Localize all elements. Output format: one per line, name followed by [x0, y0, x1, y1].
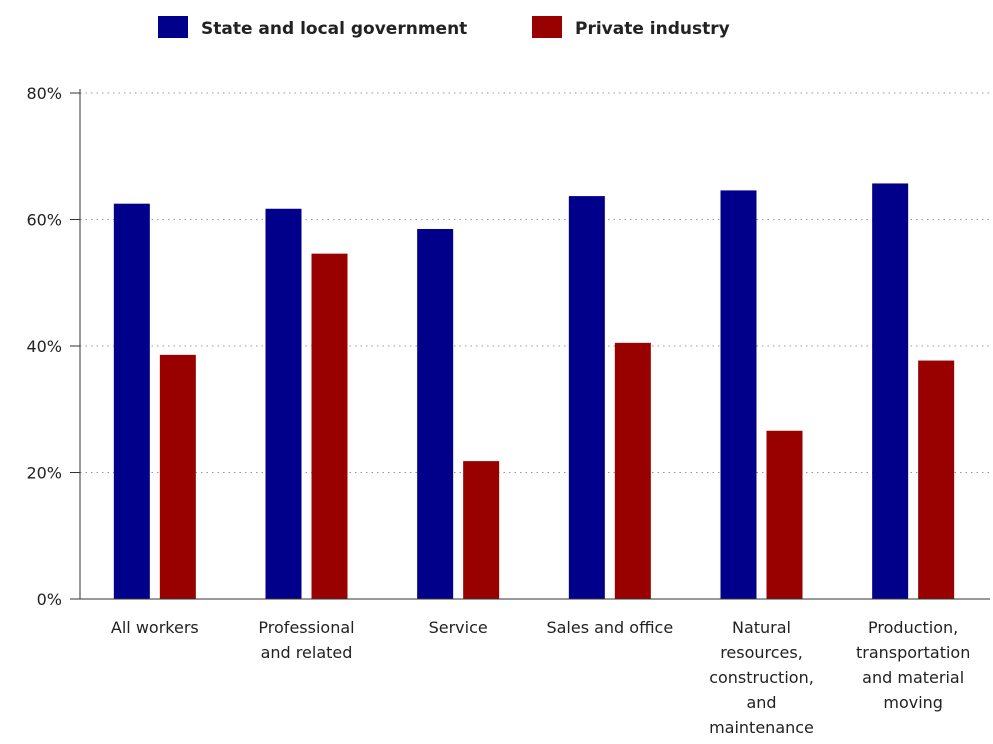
x-tick-label-line: Natural [732, 618, 791, 637]
bar [568, 196, 605, 599]
x-tick-label-line: moving [883, 693, 943, 712]
bar [872, 183, 909, 599]
legend-label: State and local government [201, 19, 467, 39]
x-tick-label-line: Production, [868, 618, 958, 637]
x-tick-label-line: Professional [258, 618, 354, 637]
bar [766, 430, 803, 599]
x-tick-label-line: maintenance [709, 718, 814, 737]
bar [311, 253, 348, 599]
bar [159, 354, 196, 599]
x-tick-label-line: and [746, 693, 776, 712]
legend-label: Private industry [575, 19, 730, 39]
x-tick-label: Sales and office [546, 618, 673, 637]
bar [463, 461, 500, 599]
bar [113, 203, 150, 599]
bar [614, 342, 651, 599]
x-tick-label: Natural resources, construction, and mainten… [709, 618, 814, 737]
bar [265, 208, 302, 599]
x-tick-label-line: construction, [709, 668, 814, 687]
y-tick-label: 0% [37, 590, 62, 609]
x-tick-label-line: All workers [111, 618, 199, 637]
y-tick-label: 80% [26, 84, 62, 103]
x-tick-label-line: transportation [856, 643, 970, 662]
x-tick-label: Service [429, 618, 488, 637]
bar [417, 228, 454, 600]
bars [113, 183, 955, 600]
legend-swatch [158, 16, 188, 38]
x-tick-label: Production, transportation and material mov… [856, 618, 970, 712]
x-tick-label-line: Sales and office [546, 618, 673, 637]
y-tick-label: 20% [26, 464, 62, 483]
bar [918, 360, 955, 599]
legend: State and local government Private indust… [158, 16, 730, 39]
x-tick-label: All workers [111, 618, 199, 637]
x-tick-label: Professional and related [258, 618, 354, 662]
y-axis: 0% 20% 40% 60% 80% [26, 84, 81, 609]
legend-swatch [532, 16, 562, 38]
bar [720, 190, 757, 599]
gridlines [80, 92, 990, 473]
x-tick-label-line: resources, [720, 643, 803, 662]
x-tick-label-line: Service [429, 618, 488, 637]
x-tick-label-line: and material [862, 668, 964, 687]
y-tick-label: 60% [26, 211, 62, 230]
y-tick-label: 40% [26, 337, 62, 356]
x-axis: All workers Professional and related Servic… [70, 598, 990, 737]
x-tick-label-line: and related [261, 643, 353, 662]
